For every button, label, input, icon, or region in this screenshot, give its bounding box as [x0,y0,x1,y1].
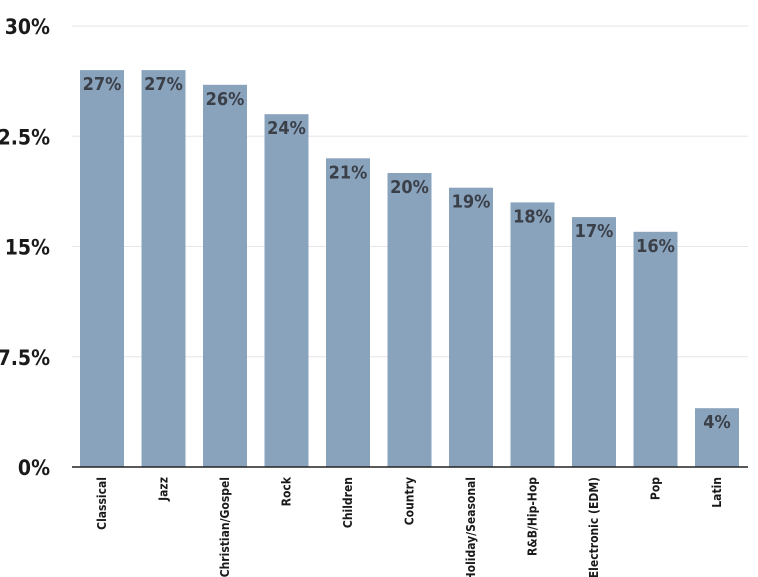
x-tick-label: Country [403,477,417,525]
y-tick-label: 15% [5,236,50,260]
bar [141,70,186,467]
y-tick-label: 22.5% [0,125,50,149]
data-label: 19% [452,192,491,213]
x-tick-label: Jazz [157,477,171,502]
data-label: 20% [390,177,429,198]
x-tick-label: Pop [649,477,663,500]
bar [510,202,555,467]
x-tick-label: Holiday/Seasonal [464,477,478,577]
data-label: 4% [703,412,731,433]
data-label: 16% [636,236,675,257]
x-tick-label: Children [341,477,355,528]
data-labels: 27% 27% 26% 24% 21% 20% 19% 18% 17% 16% 4% [83,74,731,433]
bar [264,114,309,467]
x-axis-category-labels: Classical Jazz Christian/Gospel Rock Childre… [95,476,724,577]
data-label: 27% [83,74,122,95]
x-tick-label: Christian/Gospel [218,477,232,577]
y-tick-label: 7.5% [0,346,50,370]
bars [80,70,739,468]
y-tick-label: 0% [18,456,50,480]
bar [572,217,616,467]
x-tick-label: Classical [95,477,109,530]
bar [80,70,124,467]
data-label: 26% [206,89,245,110]
data-label: 24% [267,118,306,139]
data-label: 27% [144,74,183,95]
x-tick-label: Rock [280,476,294,506]
y-axis-tick-labels: 0% 7.5% 15% 22.5% 30% [0,15,50,480]
x-tick-label: Latin [710,477,724,508]
bar [695,408,739,467]
x-tick-label: Electronic (EDM) [587,477,601,577]
bar [326,158,370,468]
bar [449,187,493,467]
bar [203,84,247,468]
bar [633,231,678,467]
x-tick-label: R&B/Hip-Hop [526,477,540,556]
data-label: 17% [575,221,614,242]
data-label: 18% [513,206,552,227]
bar [387,173,432,467]
y-tick-label: 30% [5,15,50,39]
data-label: 21% [329,162,368,183]
